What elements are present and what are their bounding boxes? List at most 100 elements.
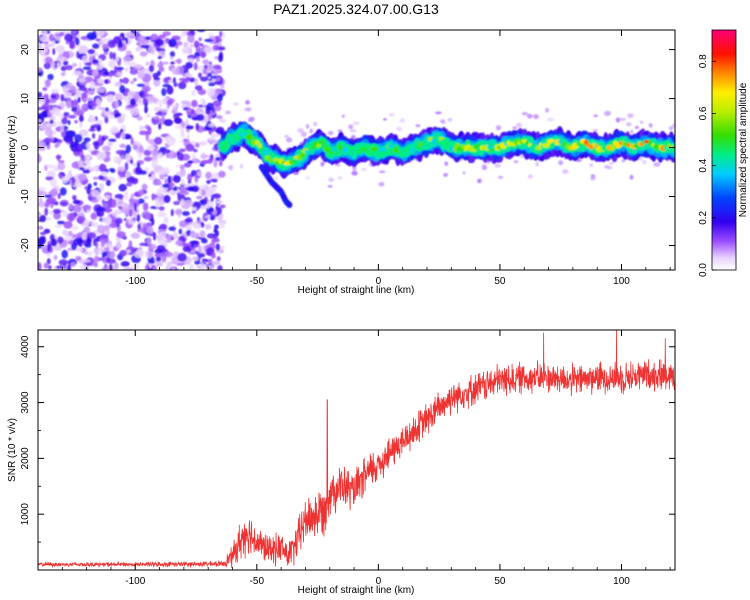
noise-blob — [155, 256, 162, 262]
noise-blob — [77, 96, 81, 103]
noise-blob — [156, 244, 166, 252]
noise-blob — [215, 243, 221, 251]
noise-blob — [38, 201, 47, 208]
noise-blob — [136, 116, 143, 121]
noise-blob — [170, 61, 175, 65]
noise-blob — [218, 160, 223, 167]
noise-blob — [87, 49, 95, 55]
noise-blob — [81, 104, 86, 111]
noise-blob — [206, 87, 216, 97]
noise-blob — [42, 30, 48, 37]
noise-blob — [144, 250, 154, 259]
noise-blob — [124, 162, 129, 171]
ridge-peak — [422, 142, 429, 147]
faint-blob — [589, 163, 593, 167]
noise-blob — [49, 119, 54, 125]
noise-blob — [49, 178, 58, 187]
faint-blob — [228, 164, 234, 171]
noise-blob — [178, 148, 186, 153]
ridge-peak — [300, 152, 305, 158]
noise-blob — [86, 251, 93, 257]
noise-blob — [216, 115, 223, 120]
snr-x-tick-label: 0 — [376, 576, 382, 587]
faint-blob — [634, 125, 639, 130]
colorbar-tick-label: 0.2 — [698, 210, 709, 224]
noise-blob — [179, 168, 186, 177]
noise-blob — [101, 199, 106, 205]
spectrogram-heatmap — [38, 30, 675, 270]
faint-blob — [245, 100, 250, 105]
noise-blob — [194, 77, 198, 86]
colorbar-tick-label: 0.8 — [698, 54, 709, 68]
noise-blob — [46, 164, 56, 169]
ridge-peak — [360, 147, 368, 152]
noise-blob — [95, 206, 105, 212]
noise-blob — [124, 135, 132, 140]
noise-blob — [198, 188, 202, 197]
noise-blob — [158, 66, 165, 73]
faint-blob — [562, 169, 569, 174]
noise-blob — [84, 62, 92, 66]
noise-blob — [108, 60, 116, 68]
noise-blob — [43, 262, 49, 269]
faint-blob — [396, 126, 403, 132]
noise-blob — [156, 188, 163, 197]
noise-blob — [88, 128, 97, 132]
faint-blob — [619, 117, 627, 122]
noise-blob — [185, 76, 191, 81]
noise-blob — [119, 32, 125, 38]
noise-blob — [152, 264, 157, 270]
noise-blob — [48, 98, 57, 104]
noise-blob — [78, 129, 89, 137]
noise-blob — [62, 85, 67, 93]
noise-blob — [59, 187, 67, 196]
noise-blob — [188, 264, 194, 270]
noise-blob — [44, 128, 53, 136]
faint-blob — [309, 128, 313, 134]
ridge-peak — [431, 138, 436, 144]
faint-blob — [443, 172, 448, 177]
noise-blob — [38, 67, 43, 72]
noise-blob — [212, 64, 222, 70]
noise-blob — [193, 40, 200, 49]
noise-blob — [104, 194, 111, 200]
faint-blob — [245, 107, 252, 112]
noise-blob — [59, 31, 65, 37]
ridge-peak — [254, 140, 260, 145]
noise-blob — [197, 252, 206, 258]
noise-blob — [69, 138, 74, 145]
noise-blob — [72, 98, 78, 108]
faint-blob — [627, 113, 634, 118]
noise-blob — [92, 123, 99, 129]
noise-blob — [60, 94, 65, 102]
noise-blob — [196, 113, 205, 122]
noise-blob — [189, 231, 198, 238]
noise-blob — [74, 119, 78, 124]
noise-blob — [128, 240, 133, 250]
noise-blob — [166, 99, 173, 106]
noise-blob — [216, 256, 221, 262]
noise-blob — [96, 30, 106, 37]
noise-blob — [58, 259, 69, 266]
noise-blob — [106, 94, 115, 103]
noise-blob — [207, 264, 215, 269]
ridge-peak — [648, 140, 653, 146]
noise-blob — [177, 152, 184, 161]
noise-blob — [98, 106, 106, 111]
noise-blob — [72, 194, 77, 201]
noise-blob — [147, 44, 155, 54]
noise-blob — [178, 81, 187, 90]
noise-blob — [191, 206, 197, 211]
noise-blob — [196, 220, 202, 224]
noise-blob — [168, 38, 177, 48]
faint-blob — [286, 137, 293, 143]
noise-blob — [200, 154, 210, 159]
noise-blob — [123, 217, 127, 222]
noise-blob — [208, 82, 216, 87]
noise-blob — [215, 200, 224, 204]
noise-blob — [173, 232, 178, 239]
ridge-peak — [322, 142, 326, 150]
faint-blob — [497, 175, 504, 179]
noise-blob — [60, 65, 67, 72]
noise-blob — [102, 145, 111, 152]
